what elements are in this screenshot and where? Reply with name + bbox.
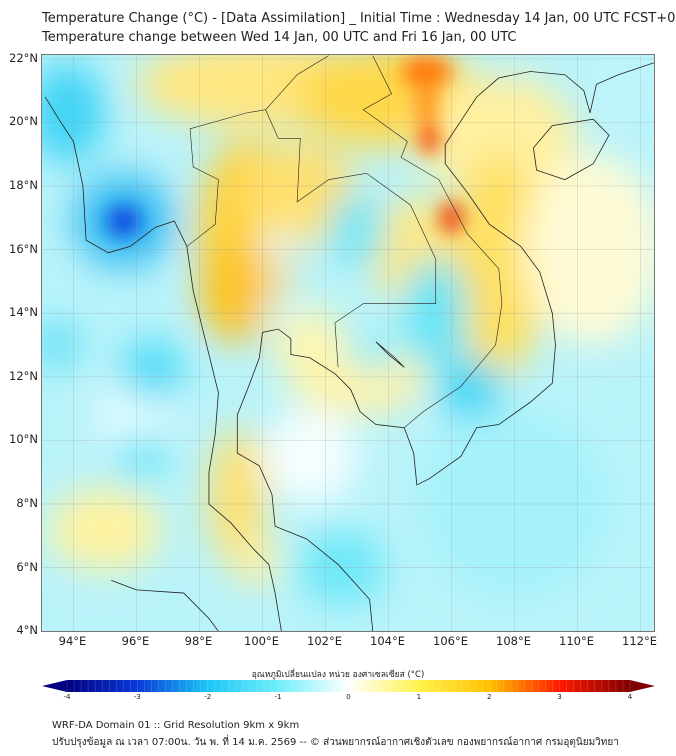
latitude-label: 18°N	[9, 178, 38, 193]
colorbar-tick-label: 2	[487, 693, 492, 701]
temperature-anomaly-region	[593, 55, 654, 117]
temperature-anomaly-region	[262, 290, 301, 323]
colorbar-tick-label: 4	[627, 693, 633, 701]
temperature-anomaly-region	[328, 192, 386, 269]
latitude-label: 8°N	[16, 496, 38, 511]
temperature-hotspots	[106, 55, 465, 237]
coastlines	[44, 55, 654, 631]
colorbar-min-arrow	[42, 680, 67, 692]
coastline	[375, 341, 405, 368]
latitude-label: 14°N	[9, 305, 38, 320]
temperature-field	[42, 55, 654, 606]
latitude-label: 4°N	[16, 623, 38, 638]
latitude-label: 16°N	[9, 241, 38, 256]
longitude-label: 98°E	[184, 634, 213, 648]
graticule	[42, 55, 654, 631]
temperature-extreme-region	[401, 55, 452, 88]
longitude-label: 102°E	[307, 634, 342, 648]
temperature-extreme-region	[413, 81, 439, 126]
update-credit: ปรับปรุงข้อมูล ณ เวลา 07:00น. วัน พ. ที่…	[52, 737, 619, 748]
coastline	[533, 118, 610, 181]
longitude-label: 112°E	[622, 634, 657, 648]
colorbar-title: อุณหภูมิเปลี่ยนแปลง หน่วย องศาเซลเซียส (…	[251, 670, 425, 680]
colorbar-max-arrow	[630, 680, 655, 692]
map-canvas	[42, 55, 654, 631]
temperature-extreme-region	[438, 201, 465, 234]
temperature-anomaly-region	[234, 535, 279, 587]
longitude-label: 110°E	[559, 634, 594, 648]
temperature-anomaly-region	[42, 62, 105, 164]
chart-subtitle: Temperature change between Wed 14 Jan, 0…	[42, 30, 517, 45]
colorbar-gradient	[67, 680, 630, 692]
longitude-label: 108°E	[496, 634, 531, 648]
latitude-label: 20°N	[9, 114, 38, 129]
colorbar-tick-label: 3	[557, 693, 562, 701]
coastline	[236, 62, 654, 631]
colorbar	[42, 680, 655, 692]
temperature-anomaly-region	[347, 332, 398, 371]
country-border	[265, 55, 329, 110]
longitude-label: 100°E	[244, 634, 279, 648]
colorbar-tick-label: -1	[274, 693, 282, 701]
longitude-label: 94°E	[58, 634, 87, 648]
coastline	[44, 96, 282, 631]
longitude-label: 96°E	[121, 634, 150, 648]
temperature-anomaly-region	[243, 141, 357, 244]
temperature-anomaly-region	[451, 154, 546, 377]
temperature-anomaly-region	[438, 357, 502, 422]
temperature-anomaly-region	[420, 408, 609, 600]
latitude-label: 6°N	[16, 559, 38, 574]
temperature-anomaly-region	[120, 338, 184, 403]
colorbar-tick-label: -2	[204, 693, 212, 701]
latitude-label: 12°N	[9, 368, 38, 383]
colorbar-tick-label: 0	[346, 693, 351, 701]
country-border	[362, 55, 503, 428]
temperature-anomaly-region	[199, 246, 276, 342]
temperature-anomaly-region	[42, 319, 80, 371]
temperature-anomaly-region	[420, 74, 578, 202]
colorbar-tick-label: 1	[416, 693, 422, 701]
chart-title: Temperature Change (°C) - [Data Assimila…	[42, 11, 676, 26]
temperature-anomaly-region	[48, 488, 162, 571]
coastline	[111, 579, 219, 631]
temperature-anomaly-region	[262, 408, 357, 505]
temperature-anomaly-region	[404, 255, 468, 371]
temperature-extreme-region	[106, 205, 142, 237]
temperature-anomaly-region	[117, 430, 168, 482]
latitude-label: 22°N	[9, 50, 38, 65]
temperature-anomaly-region	[208, 427, 266, 568]
temperature-anomaly-region	[523, 154, 654, 345]
latitude-label: 10°N	[9, 432, 38, 447]
longitude-label: 106°E	[433, 634, 468, 648]
country-border	[186, 109, 437, 368]
temperature-anomaly-region	[262, 230, 294, 269]
colorbar-tick-label: -3	[133, 693, 141, 701]
colorbar-tick-label: -4	[63, 693, 71, 701]
temperature-change-map	[41, 54, 655, 632]
longitude-label: 104°E	[370, 634, 405, 648]
temperature-anomaly-region	[275, 306, 345, 384]
model-info: WRF-DA Domain 01 :: Grid Resolution 9km …	[52, 720, 300, 731]
temperature-extreme-region	[418, 122, 441, 155]
